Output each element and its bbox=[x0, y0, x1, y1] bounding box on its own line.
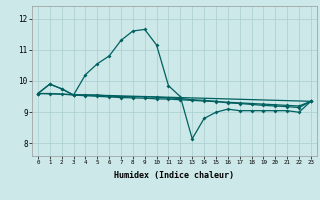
X-axis label: Humidex (Indice chaleur): Humidex (Indice chaleur) bbox=[115, 171, 234, 180]
